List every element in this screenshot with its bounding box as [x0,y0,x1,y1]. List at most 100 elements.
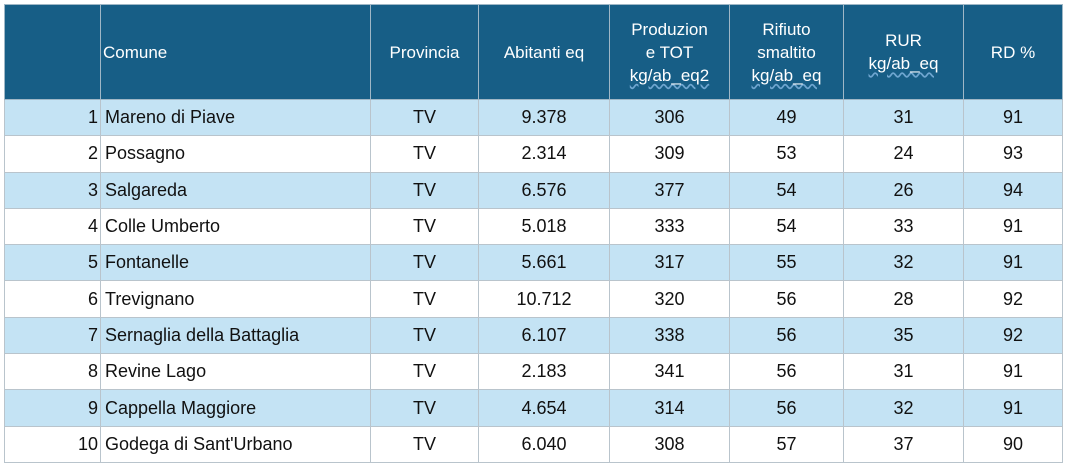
table-cell: 2.183 [478,353,610,391]
table-cell: Cappella Maggiore [100,389,371,427]
table-cell: 4 [4,207,101,246]
header-cell: Produzion e TOT kg/ab_eq2 [609,4,730,100]
header-cell: Rifiuto smaltito kg/ab_eq [729,4,844,100]
table-cell: 2.314 [478,135,610,173]
header-text: Provincia [389,42,460,62]
table-cell: 338 [609,316,730,355]
table-cell: TV [370,244,479,282]
header-text: Abitanti eq [503,42,585,62]
table-cell: 55 [729,244,844,282]
header-text: kg/ab_eq2 [629,65,710,85]
header-text: Comune [103,42,168,62]
table-cell: 31 [843,353,964,391]
table-row: 1 Mareno di Piave TV 9.378 306 49 31 91 [4,98,1063,137]
table-cell: 35 [843,316,964,355]
results-table: Comune Provincia Abitanti eq Produzion e TOT… [4,4,1063,463]
table-cell: 5.661 [478,244,610,282]
table-cell: 4.654 [478,389,610,427]
table-cell: 33 [843,207,964,246]
table-cell: 9 [4,389,101,427]
table-row: 2 Possagno TV 2.314 309 53 24 93 [4,135,1063,173]
table-cell: 24 [843,135,964,173]
table-cell: 32 [843,244,964,282]
table-cell: TV [370,316,479,355]
table-row: 8 Revine Lago TV 2.183 341 56 31 91 [4,353,1063,391]
table-cell: 306 [609,98,730,137]
table-cell: 1 [4,98,101,137]
table-cell: 377 [609,171,730,209]
table-cell: 333 [609,207,730,246]
table-cell: 56 [729,389,844,427]
table-cell: 91 [963,207,1063,246]
table-cell: 91 [963,389,1063,427]
table-cell: 341 [609,353,730,391]
table-cell: 28 [843,280,964,318]
table-cell: TV [370,98,479,137]
header-text: RUR [885,31,922,50]
table-cell: 56 [729,316,844,355]
table-cell: 317 [609,244,730,282]
table-cell: 8 [4,353,101,391]
header-cell: Provincia [370,4,479,100]
header-text: e TOT [645,42,694,62]
table-row: 3 Salgareda TV 6.576 377 54 26 94 [4,171,1063,209]
table-cell: 6.040 [478,425,610,463]
table-cell: 3 [4,171,101,209]
table-cell: 308 [609,425,730,463]
table-cell: 10 [4,425,101,463]
header-text: smaltito [757,42,816,62]
table-cell: TV [370,207,479,246]
table-cell: 93 [963,135,1063,173]
table-cell: 56 [729,353,844,391]
table-cell: 90 [963,425,1063,463]
table-cell: 5 [4,244,101,282]
table-cell: 5.018 [478,207,610,246]
table-cell: Mareno di Piave [100,98,371,137]
table-cell: 92 [963,316,1063,355]
table-row: 4 Colle Umberto TV 5.018 333 54 33 91 [4,207,1063,246]
table-cell: 94 [963,171,1063,209]
table-cell: 6.576 [478,171,610,209]
table-cell: 2 [4,135,101,173]
header-cell [4,4,101,100]
header-text: Produzion [631,19,708,39]
header-cell: Abitanti eq [478,4,610,100]
table-cell: 49 [729,98,844,137]
table-cell: 32 [843,389,964,427]
table-cell: 320 [609,280,730,318]
header-text: RD % [990,42,1036,62]
table-cell: TV [370,425,479,463]
table-cell: 314 [609,389,730,427]
table-cell: 37 [843,425,964,463]
table-row: 9 Cappella Maggiore TV 4.654 314 56 32 91 [4,389,1063,427]
table-cell: 309 [609,135,730,173]
header-text: kg/ab_eq [868,54,939,73]
table-cell: Godega di Sant'Urbano [100,425,371,463]
table-cell: Colle Umberto [100,207,371,246]
table-cell: Revine Lago [100,353,371,391]
table-cell: 54 [729,171,844,209]
table-cell: Salgareda [100,171,371,209]
table-cell: TV [370,135,479,173]
table-cell: 54 [729,207,844,246]
table-cell: 26 [843,171,964,209]
table-row: 5 Fontanelle TV 5.661 317 55 32 91 [4,244,1063,282]
header-text: kg/ab_eq [751,65,822,85]
table-cell: 31 [843,98,964,137]
table-cell: 10.712 [478,280,610,318]
table-cell: 53 [729,135,844,173]
table-cell: Trevignano [100,280,371,318]
header-cell: Comune [100,4,371,100]
table-cell: Fontanelle [100,244,371,282]
table-cell: 56 [729,280,844,318]
table-cell: 6.107 [478,316,610,355]
table-row: 10 Godega di Sant'Urbano TV 6.040 308 57 37 90 [4,425,1063,463]
table-body: 1 Mareno di Piave TV 9.378 306 49 31 91 2 Possagn… [4,98,1063,463]
header-row: Comune Provincia Abitanti eq Produzion e TOT… [4,4,1063,100]
table-cell: 7 [4,316,101,355]
table-cell: 91 [963,244,1063,282]
table-cell: 9.378 [478,98,610,137]
table-cell: Possagno [100,135,371,173]
header-cell: RD % [963,4,1063,100]
